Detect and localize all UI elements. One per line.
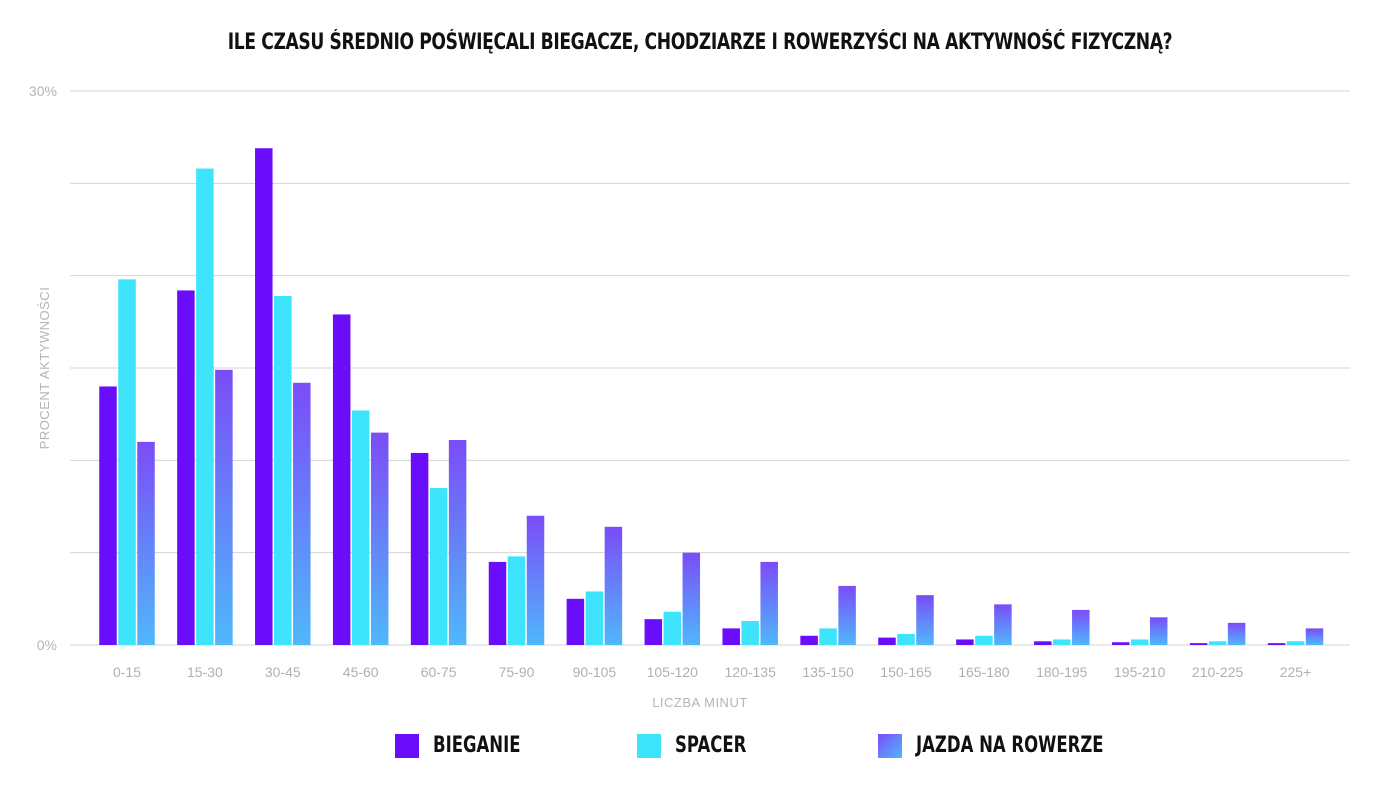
bar-spacer (975, 635, 993, 645)
x-tick-label: 105-120 (647, 664, 699, 680)
x-tick-label: 60-75 (421, 664, 457, 680)
bar-jazda-na-rowerze (682, 552, 701, 645)
bar-bieganie (177, 290, 195, 645)
bar-jazda-na-rowerze (916, 595, 934, 645)
x-tick-label: 0-15 (113, 664, 141, 680)
x-tick-label: 210-225 (1192, 664, 1244, 680)
x-tick-label: 45-60 (343, 664, 379, 680)
bar-jazda-na-rowerze (215, 369, 233, 645)
x-tick-label: 120-135 (725, 664, 777, 680)
bar-spacer (741, 620, 759, 645)
bar-bieganie (410, 452, 429, 645)
bar-spacer (507, 556, 526, 645)
bar-jazda-na-rowerze (526, 515, 545, 645)
bar-bieganie (722, 628, 740, 645)
bar-spacer (274, 295, 292, 645)
bar-spacer (196, 168, 214, 645)
legend-swatch (878, 733, 902, 758)
bar-bieganie (1111, 642, 1130, 645)
x-tick-label: 165-180 (958, 664, 1010, 680)
bar-bieganie (332, 314, 351, 645)
bar-jazda-na-rowerze (604, 526, 623, 645)
bar-bieganie (878, 637, 896, 645)
x-tick-label: 15-30 (187, 664, 223, 680)
x-tick-label: 180-195 (1036, 664, 1088, 680)
legend-swatch (395, 733, 419, 758)
x-tick-label: 225+ (1280, 664, 1312, 680)
bar-spacer (819, 628, 837, 645)
bar-jazda-na-rowerze (137, 441, 155, 645)
bar-bieganie (566, 598, 585, 645)
bar-bieganie (644, 619, 663, 645)
x-tick-label: 90-105 (573, 664, 617, 680)
bar-spacer (1208, 641, 1227, 645)
y-axis-label: PROCENT AKTYWNOŚCI (37, 287, 52, 450)
legend-label: JAZDA NA ROWERZE (916, 733, 1104, 758)
bar-spacer (118, 279, 136, 645)
legend: BIEGANIE SPACER JAZDA NA ROWERZE (0, 733, 1400, 763)
bar-spacer (1286, 641, 1305, 645)
bar-jazda-na-rowerze (1305, 628, 1324, 645)
bar-bieganie (99, 386, 117, 645)
bar-bieganie (1189, 643, 1208, 645)
chart-title: ILE CZASU ŚREDNIO POŚWIĘCALI BIEGACZE, C… (227, 30, 1173, 55)
x-tick-label: 75-90 (499, 664, 535, 680)
bar-spacer (663, 611, 682, 645)
legend-item-spacer: SPACER (637, 733, 770, 758)
bar-spacer (429, 488, 448, 645)
bar-bieganie (1034, 641, 1052, 645)
bar-spacer (1053, 639, 1071, 645)
bar-jazda-na-rowerze (370, 432, 389, 645)
bar-jazda-na-rowerze (1072, 609, 1090, 645)
bar-jazda-na-rowerze (448, 440, 467, 645)
y-tick-label: 0% (37, 637, 57, 653)
x-tick-label: 30-45 (265, 664, 301, 680)
legend-label: SPACER (675, 733, 747, 758)
x-tick-label: 135-150 (802, 664, 854, 680)
x-axis-label: LICZBA MINUT (652, 695, 748, 710)
x-tick-label: 195-210 (1114, 664, 1166, 680)
bar-bieganie (956, 639, 974, 645)
bar-spacer (897, 633, 915, 645)
legend-item-bieganie: BIEGANIE (395, 733, 550, 758)
bar-jazda-na-rowerze (293, 382, 311, 645)
bar-bieganie (488, 561, 507, 645)
bar-jazda-na-rowerze (1227, 622, 1246, 645)
legend-swatch (637, 733, 661, 758)
bar-jazda-na-rowerze (1149, 617, 1168, 645)
bar-spacer (1130, 639, 1149, 645)
bar-spacer (585, 591, 604, 645)
legend-label: BIEGANIE (433, 733, 521, 758)
bar-jazda-na-rowerze (760, 561, 778, 645)
x-tick-label: 150-165 (880, 664, 932, 680)
bar-spacer (351, 410, 370, 645)
bar-jazda-na-rowerze (994, 604, 1012, 645)
y-tick-label: 30% (29, 83, 57, 99)
bar-bieganie (800, 635, 818, 645)
bar-bieganie (255, 148, 273, 645)
legend-item-jazda-na-rowerze: JAZDA NA ROWERZE (878, 733, 1166, 758)
bar-jazda-na-rowerze (838, 585, 856, 645)
bar-bieganie (1267, 643, 1286, 645)
